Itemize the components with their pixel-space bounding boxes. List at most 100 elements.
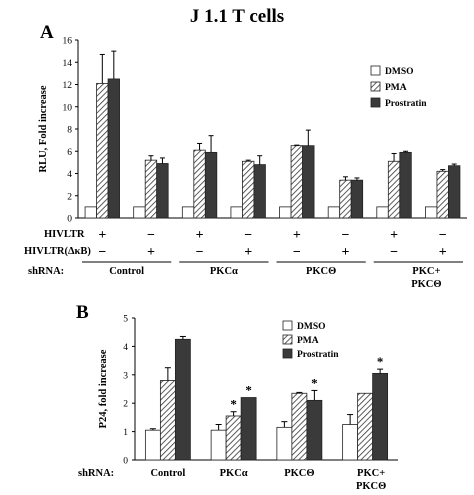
panel-b-bar-prostratin: [174, 338, 191, 461]
figure-title: J 1.1 T cells: [190, 6, 284, 27]
panel-b-bar-prostratin: [306, 399, 323, 461]
panel-b-y-tick-label: 0: [123, 457, 128, 467]
panel-a-hivltr-mark: +: [293, 228, 301, 243]
panel-b-legend-label: Prostratin: [297, 350, 339, 360]
panel-a-y-tick-label: 14: [63, 59, 73, 69]
panel-a-group-label: PKCΘ: [306, 266, 336, 277]
panel-b-significance-star: *: [230, 397, 237, 412]
panel-b-group-label: PKCα: [220, 468, 248, 479]
panel-a-bar-prostratin: [350, 179, 364, 219]
panel-a-bar-pma: [290, 145, 303, 219]
panel-a-legend-label: DMSO: [385, 67, 414, 77]
panel-a-legend-swatch: [370, 81, 381, 92]
panel-b-legend-swatch: [282, 348, 293, 359]
panel-a-bar-pma: [339, 179, 352, 219]
panel-b-bar-pma: [225, 415, 242, 461]
panel-a-y-tick-label: 12: [63, 81, 73, 91]
panel-b-significance-star: *: [377, 354, 384, 369]
panel-b-bar-dmso: [144, 429, 161, 461]
panel-a-hivltr-mark: +: [98, 228, 106, 243]
panel-a-y-axis-label: RLU, Fold increase: [38, 85, 49, 172]
panel-b-bar-dmso: [276, 426, 293, 461]
panel-a-bar-dmso: [376, 206, 389, 219]
panel-a-bar-pma: [242, 160, 255, 219]
panel-a-y-tick-label: 8: [67, 126, 72, 136]
panel-b-bar-dmso: [342, 424, 359, 461]
panel-a-chart: 0 2 4 6 8 10 12 14 16 RLU, Fold increase DMSO PMA Pr…: [24, 37, 467, 290]
panel-b-y-axis-label: P24, fold increase: [98, 349, 109, 428]
panel-a-hivltr-dkb-mark: +: [244, 245, 252, 260]
panel-b-chart: 0 1 2 3 4 5 P24, fold increase * * * * DMSO PMA Prost…: [78, 315, 398, 492]
panel-a-bar-prostratin: [399, 151, 412, 219]
panel-b-bar-pma: [357, 392, 374, 461]
panel-b-bar-pma: [291, 392, 308, 461]
panel-a-bar-prostratin: [253, 164, 266, 219]
panel-a-y-tick-label: 10: [63, 103, 73, 113]
panel-a-hivltr-dkb-mark: −: [196, 245, 204, 260]
panel-a-group-label: PKCΘ: [411, 279, 441, 290]
panel-a-hivltr-mark: +: [196, 228, 204, 243]
panel-b-y-tick-label: 3: [123, 371, 128, 381]
panel-b-legend-swatch: [282, 320, 293, 331]
panel-a-bar-prostratin: [448, 165, 461, 219]
panel-a-y-tick-label: 16: [63, 37, 73, 47]
panel-a-row-label-hivltr: HIVLTR: [44, 229, 85, 240]
panel-a-hivltr-mark: −: [439, 228, 447, 243]
panel-b-row-label-shrna: shRNA:: [78, 468, 114, 479]
panel-b-bar-pma: [159, 380, 176, 461]
panel-a-bar-prostratin: [302, 145, 315, 219]
panel-a-bar-dmso: [425, 206, 438, 219]
panel-a-y-tick-label: 6: [67, 148, 72, 158]
panel-b-group-label: PKCΘ: [284, 468, 314, 479]
panel-a-bar-pma: [387, 160, 401, 219]
panel-a-row-label-shrna: shRNA:: [28, 266, 64, 277]
panel-b-legend-label: DMSO: [297, 322, 326, 332]
panel-b-letter: B: [76, 302, 89, 323]
panel-b-bar-dmso: [210, 429, 227, 461]
panel-a-legend-label: PMA: [385, 83, 407, 93]
panel-a-hivltr-dkb-mark: +: [439, 245, 447, 260]
panel-a-bar-dmso: [133, 206, 146, 219]
panel-a-hivltr-dkb-mark: −: [98, 245, 106, 260]
panel-a-hivltr-mark: −: [341, 228, 349, 243]
panel-b-group-label: Control: [150, 468, 185, 479]
panel-a-legend-swatch: [370, 97, 381, 108]
panel-a-y-tick-label: 4: [67, 170, 72, 180]
panel-a-bar-prostratin: [204, 151, 218, 219]
panel-a-legend-swatch: [370, 65, 381, 76]
panel-a-y-tick-label: 0: [67, 215, 72, 225]
panel-a-group-label: Control: [109, 266, 144, 277]
panel-a-group-label: PKCα: [210, 266, 238, 277]
panel-b-group-label: PKC+: [357, 468, 385, 479]
panel-a-bar-dmso: [279, 206, 292, 219]
panel-b-bar-prostratin: [372, 372, 389, 461]
panel-a-bar-prostratin: [107, 78, 120, 219]
panel-a-hivltr-mark: −: [244, 228, 252, 243]
panel-a-bar-dmso: [230, 206, 243, 219]
panel-a-legend-label: Prostratin: [385, 99, 427, 109]
panel-b-y-tick-label: 4: [123, 343, 128, 353]
panel-a-bar-pma: [193, 149, 206, 219]
panel-b-y-tick-label: 5: [123, 315, 128, 325]
panel-a-letter: A: [40, 22, 54, 43]
panel-a-bar-dmso: [327, 206, 341, 219]
panel-a-bar-dmso: [84, 206, 97, 219]
panel-b-y-tick-label: 2: [123, 400, 128, 410]
panel-b-group-label: PKCΘ: [356, 481, 386, 492]
panel-a-hivltr-mark: +: [390, 228, 398, 243]
panel-a-hivltr-mark: −: [147, 228, 155, 243]
panel-a-hivltr-dkb-mark: +: [147, 245, 155, 260]
panel-a-row-label-hivltr-dkb: HIVLTR(ΔκB): [24, 246, 91, 257]
panel-a-hivltr-dkb-mark: −: [390, 245, 398, 260]
panel-b-significance-star: *: [245, 383, 252, 398]
panel-b-legend-swatch: [282, 334, 293, 345]
panel-b-bar-prostratin: [240, 397, 257, 461]
panel-b-legend-label: PMA: [297, 336, 319, 346]
panel-a-bar-pma: [436, 170, 449, 219]
panel-a-y-tick-label: 2: [67, 192, 72, 202]
panel-a-hivltr-dkb-mark: +: [341, 245, 349, 260]
panel-a-group-label: PKC+: [412, 266, 440, 277]
panel-b-y-tick-label: 1: [123, 428, 128, 438]
panel-b-significance-star: *: [311, 375, 318, 390]
